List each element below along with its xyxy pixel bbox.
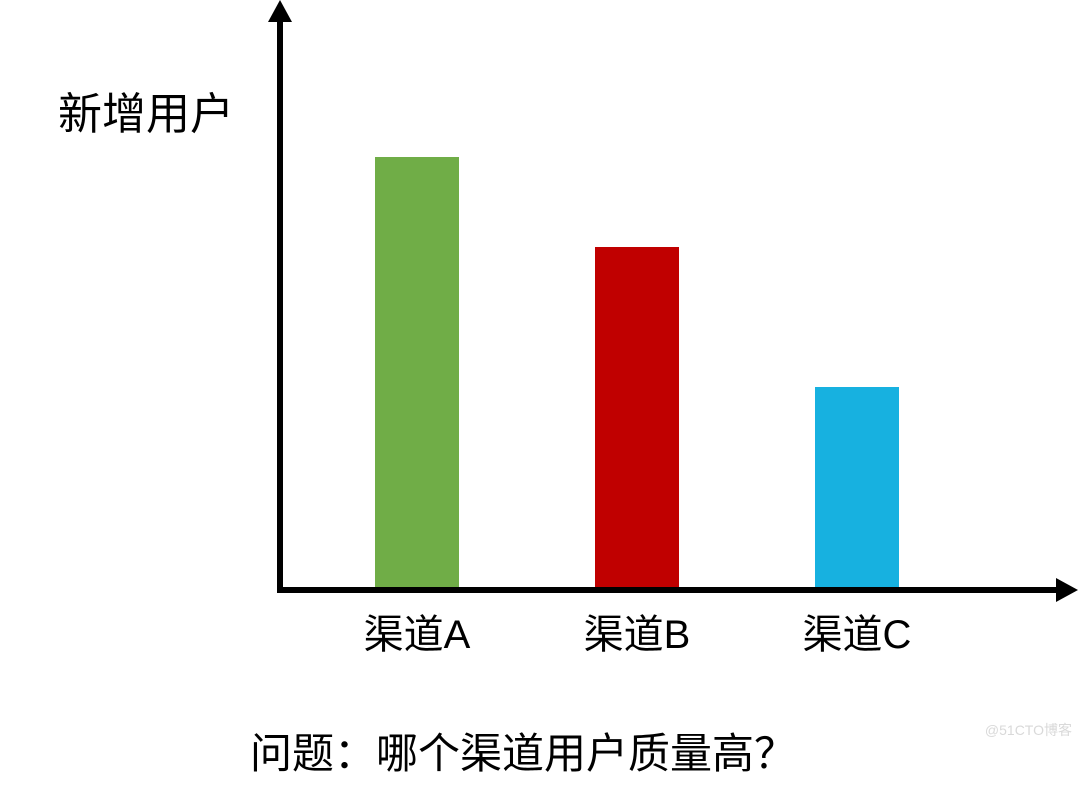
bar-channel-b	[595, 247, 679, 587]
watermark-text: @51CTO博客	[985, 720, 1072, 740]
x-category-label-a: 渠道A	[327, 602, 507, 660]
bar-chart: 新增用户 渠道A 渠道B 渠道C 问题：哪个渠道用户质量高？ @51CTO博客	[0, 0, 1080, 810]
x-category-label-c: 渠道C	[767, 602, 947, 660]
x-category-label-b: 渠道B	[547, 602, 727, 660]
bar-channel-a	[375, 157, 459, 587]
y-axis-line	[277, 18, 283, 593]
bar-channel-c	[815, 387, 899, 587]
y-axis-arrowhead-icon	[268, 0, 292, 22]
question-text: 问题：哪个渠道用户质量高？	[250, 720, 796, 781]
y-axis-label: 新增用户	[58, 78, 234, 142]
x-axis-line	[277, 587, 1060, 593]
x-axis-arrowhead-icon	[1056, 578, 1078, 602]
